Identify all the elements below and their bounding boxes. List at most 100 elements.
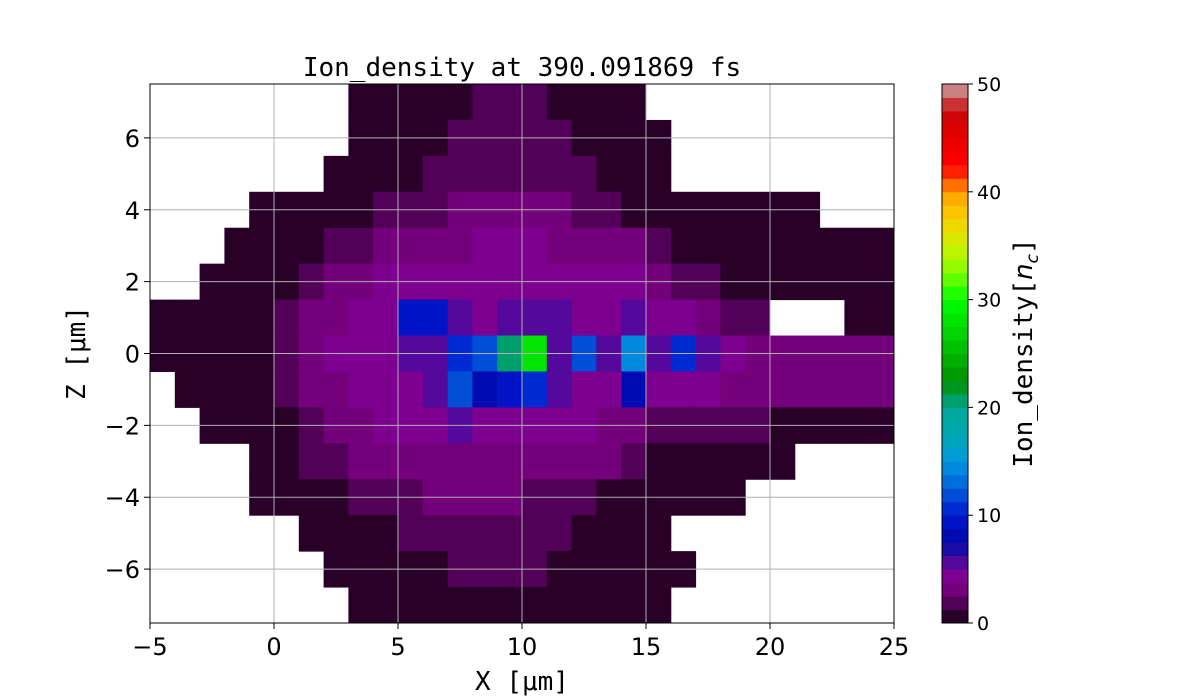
- heatmap-cell: [174, 371, 201, 408]
- colorbar-level: [942, 407, 968, 422]
- heatmap-cell: [869, 299, 895, 337]
- colorbar-level: [942, 218, 968, 233]
- colorbar-level: [942, 515, 968, 530]
- heatmap-cell: [447, 371, 473, 408]
- heatmap-cell: [720, 227, 746, 265]
- colorbar-level: [942, 340, 968, 354]
- heatmap-cell: [571, 371, 597, 408]
- colorbar-level: [942, 609, 968, 624]
- heatmap-cell: [571, 515, 597, 552]
- heatmap-cell: [323, 155, 349, 193]
- grid-lines: [149, 84, 895, 623]
- colorbar-level: [942, 582, 968, 597]
- heatmap-cell: [571, 443, 597, 480]
- x-axis-label: X [μm]: [475, 667, 569, 697]
- heatmap-cell: [298, 299, 325, 337]
- heatmap-cell: [274, 299, 300, 337]
- colorbar-tick-label: 0: [977, 613, 989, 635]
- heatmap-cell: [596, 155, 622, 193]
- y-tick-label: 0: [125, 341, 140, 369]
- heatmap-cell: [596, 227, 622, 265]
- heatmap-cell: [150, 299, 176, 337]
- heatmap-cell: [522, 299, 548, 337]
- heatmap-cell: [670, 443, 697, 480]
- colorbar-level: [942, 205, 968, 220]
- heatmap-cell: [373, 443, 399, 480]
- heatmap-cell: [472, 443, 498, 480]
- colorbar-level: [942, 461, 968, 476]
- heatmap-cell: [373, 299, 399, 337]
- heatmap-cell: [398, 371, 424, 408]
- colorbar-level: [942, 569, 968, 584]
- heatmap-cell: [373, 515, 399, 552]
- colorbar-level: [942, 474, 968, 489]
- colorbar-level: [942, 393, 968, 408]
- y-tick-label: −2: [105, 412, 140, 440]
- heatmap-cell: [323, 299, 349, 337]
- heatmap-cell: [546, 227, 573, 265]
- heatmap-cell: [869, 227, 895, 265]
- heatmap-cell: [546, 515, 573, 552]
- heatmap-cell: [497, 443, 523, 480]
- colorbar-level: [942, 299, 968, 314]
- heatmap-cell: [249, 299, 275, 337]
- heatmap-cell: [621, 227, 647, 265]
- heatmap-cell: [398, 587, 424, 624]
- heatmap-cell: [224, 227, 250, 265]
- colorbar-level: [942, 232, 968, 247]
- colorbar-label-suffix: ]: [1009, 238, 1039, 254]
- heatmap-cell: [472, 84, 498, 121]
- heatmap-cell: [497, 371, 523, 408]
- heatmap-cell: [274, 371, 300, 408]
- x-tick-label: 0: [266, 633, 281, 661]
- colorbar-label: Ion_density[nc]: [1009, 238, 1043, 467]
- heatmap-cell: [348, 515, 374, 552]
- heatmap-cell: [844, 227, 870, 265]
- x-axis: −5 0 5 10 15 20 25: [132, 623, 909, 661]
- heatmap-cell: [695, 371, 721, 408]
- heatmap-cell: [274, 227, 300, 265]
- heatmap-cell: [298, 371, 325, 408]
- colorbar-level: [942, 596, 968, 611]
- heatmap-cell: [621, 587, 647, 624]
- colorbar-label-sub: c: [1023, 253, 1043, 263]
- colorbar-level: [942, 313, 968, 328]
- heatmap-cell: [348, 84, 374, 121]
- heatmap-cell: [646, 155, 672, 193]
- heatmap-cell: [249, 443, 275, 480]
- colorbar-tick-label: 20: [977, 397, 1001, 419]
- heatmap-cell: [447, 515, 473, 552]
- heatmap-cell: [447, 84, 473, 121]
- colorbar-level: [942, 164, 968, 179]
- heatmap-cell: [497, 515, 523, 552]
- heatmap-cell: [373, 371, 399, 408]
- colorbar-level: [942, 420, 968, 435]
- heatmap-cell: [546, 155, 573, 193]
- heatmap-cell: [522, 443, 548, 480]
- heatmap-cell: [224, 299, 250, 337]
- colorbar-level: [942, 97, 968, 112]
- colorbar-ticks: 0 10 20 30 40 50: [968, 74, 1001, 635]
- colorbar-level: [942, 488, 968, 503]
- colorbar-level: [942, 501, 968, 516]
- colorbar-level: [942, 84, 968, 98]
- colorbar-level: [942, 151, 968, 166]
- colorbar-level: [942, 380, 968, 395]
- colorbar-level: [942, 555, 968, 570]
- heatmap-cell: [596, 371, 622, 408]
- heatmap-cell: [745, 371, 771, 408]
- heatmap-cell: [422, 227, 449, 265]
- colorbar-tick-label: 40: [977, 182, 1001, 204]
- heatmap-cell: [398, 155, 424, 193]
- x-tick-label: −5: [132, 633, 167, 661]
- heatmap-cell: [546, 371, 573, 408]
- heatmap-cell: [596, 84, 622, 121]
- heatmap-cell: [621, 155, 647, 193]
- heatmap-cell: [770, 227, 796, 265]
- heatmap-cell: [497, 299, 523, 337]
- heatmap-cell: [373, 84, 399, 121]
- heatmap-cell: [869, 371, 895, 408]
- heatmap-cell: [621, 371, 647, 408]
- heatmap-cell: [398, 84, 424, 121]
